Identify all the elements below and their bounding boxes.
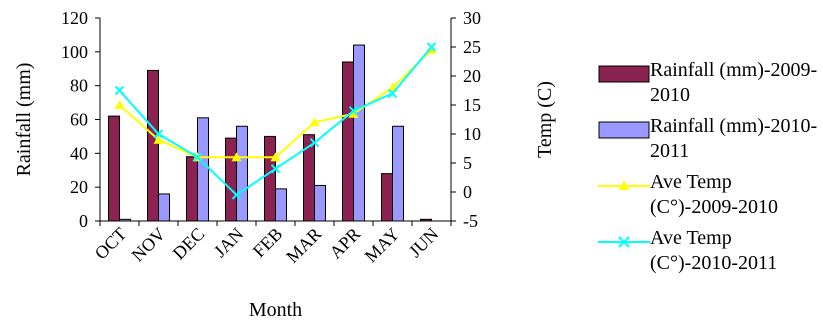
x-tick-label: JUN [405, 224, 442, 261]
legend-item-rain-2009: Rainfall (mm)-2009-2010 [570, 59, 820, 116]
x-tick-label: MAR [282, 224, 325, 267]
legend-swatch-bar-maroon [598, 65, 650, 83]
y2-axis-title: Temp (C) [534, 81, 556, 158]
point-temp-2010-feb [270, 164, 281, 174]
bar-rain-2009-may [381, 173, 393, 222]
bar-rain-2009-apr [342, 61, 354, 222]
y-tick-label: 0 [79, 211, 88, 231]
bar-rain-2009-mar [303, 134, 315, 222]
point-temp-2009-jan [231, 152, 242, 162]
x-tick-label: APR [325, 224, 364, 263]
point-temp-2009-feb [270, 152, 281, 162]
legend-label: Ave Temp (C°)-2010-2011 [650, 227, 778, 274]
y2-tick-label: -5 [463, 211, 478, 231]
y-tick-label: 120 [61, 8, 88, 28]
x-tick-label: NOV [128, 224, 170, 266]
x-tick-label: JAN [210, 224, 247, 261]
y2-tick-label: 25 [463, 37, 481, 57]
point-temp-2009-nov [153, 134, 164, 144]
x-tick-label: FEB [249, 224, 286, 261]
legend-label: Rainfall (mm)-2009-2010 [650, 59, 818, 106]
legend: Rainfall (mm)-2009-2010 Rainfall (mm)-20… [570, 59, 820, 284]
bar-rain-2009-nov [147, 69, 159, 222]
legend-item-temp-2009: Ave Temp (C°)-2009-2010 [570, 171, 820, 228]
bar-rain-2009-dec [186, 156, 198, 222]
legend-item-temp-2010: Ave Temp (C°)-2010-2011 [570, 227, 820, 284]
bar-rain-2010-jan [236, 125, 248, 222]
x-axis-title: Month [249, 299, 302, 320]
legend-swatch-line-yellow [598, 180, 650, 190]
legend-label: Ave Temp (C°)-2009-2010 [650, 171, 778, 218]
y-tick-label: 60 [70, 110, 88, 130]
bar-rain-2010-may [392, 125, 404, 222]
y2-tick-label: 0 [463, 182, 472, 202]
x-tick-label: DEC [169, 224, 209, 264]
point-temp-2010-oct [114, 85, 125, 96]
point-temp-2009-jun [426, 44, 437, 54]
bar-rain-2010-apr [353, 44, 365, 222]
point-temp-2009-mar [309, 117, 320, 127]
legend-label: Rainfall (mm)-2010-2011 [650, 115, 818, 162]
point-temp-2010-jan [231, 190, 242, 200]
y2-tick-label: 10 [463, 124, 481, 144]
point-temp-2010-apr [348, 106, 359, 116]
y2-tick-label: 5 [463, 153, 472, 173]
legend-swatch-bar-blue [598, 121, 650, 139]
legend-swatch-line-cyan [598, 236, 650, 248]
y-tick-label: 100 [61, 42, 88, 62]
point-temp-2010-jun [426, 42, 437, 52]
point-temp-2010-may [387, 88, 398, 99]
point-temp-2010-dec [192, 152, 203, 162]
bar-rain-2010-mar [314, 184, 326, 222]
point-temp-2009-oct [114, 100, 125, 109]
point-temp-2010-mar [309, 137, 320, 148]
y-tick-label: 80 [70, 76, 88, 96]
bar-rain-2010-feb [275, 188, 287, 222]
x-tick-label: MAY [361, 224, 404, 267]
x-tick-label: OCT [91, 224, 131, 264]
legend-item-rain-2010: Rainfall (mm)-2010-2011 [570, 115, 820, 172]
bar-rain-2009-feb [264, 135, 276, 222]
y-axis-title: Rainfall (mm) [13, 63, 35, 177]
bar-rain-2009-oct [108, 115, 120, 222]
bar-rain-2009-jan [225, 137, 237, 222]
bar-rain-2010-dec [197, 117, 209, 222]
y2-tick-label: 30 [463, 8, 481, 28]
y2-tick-label: 15 [463, 95, 481, 115]
point-temp-2009-apr [348, 108, 359, 118]
point-temp-2010-nov [153, 129, 164, 139]
bar-rain-2010-nov [158, 193, 170, 222]
y-tick-label: 40 [70, 143, 88, 163]
y2-tick-label: 20 [463, 66, 481, 86]
y-tick-label: 20 [70, 177, 88, 197]
